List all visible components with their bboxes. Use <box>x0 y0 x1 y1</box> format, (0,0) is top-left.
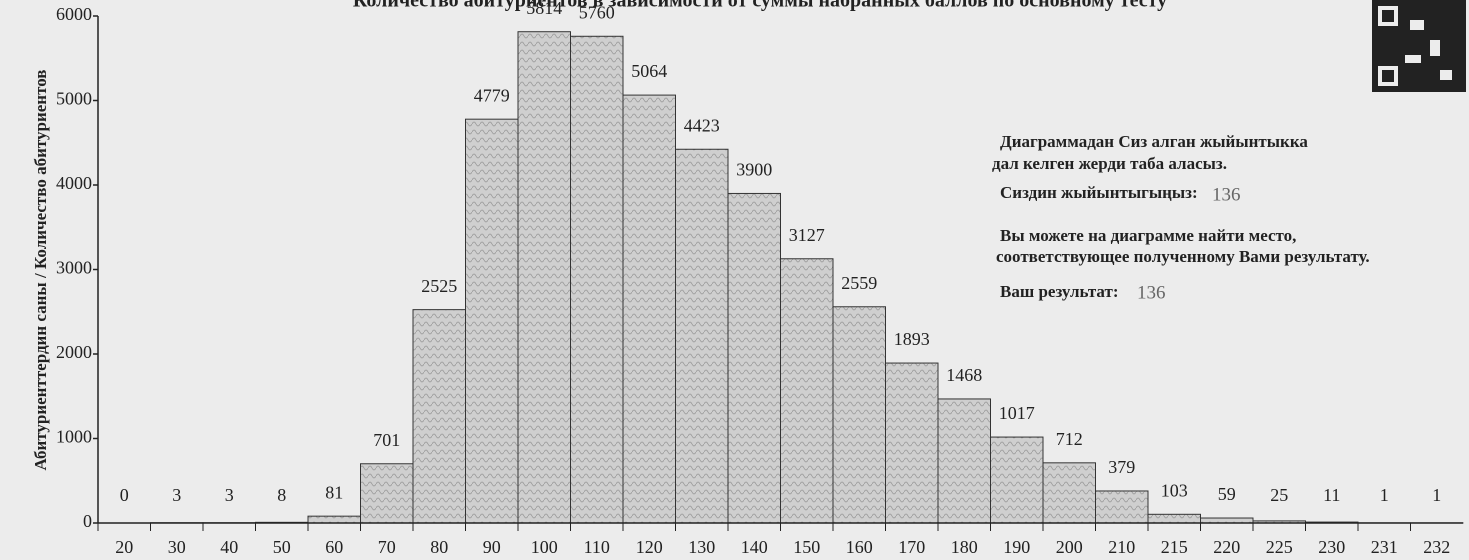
value-label: 25 <box>1270 485 1288 505</box>
annotation: соответствующее полученному Вами результ… <box>996 247 1370 266</box>
value-label: 3 <box>225 485 234 505</box>
x-tick-label: 170 <box>898 537 925 557</box>
bar <box>517 31 571 524</box>
x-tick-label: 190 <box>1003 537 1030 557</box>
bar <box>1147 513 1201 524</box>
bar <box>307 515 361 524</box>
value-label: 11 <box>1323 485 1340 505</box>
x-tick-label: 120 <box>636 537 663 557</box>
annotation: Диаграммадан Сиз алган жыйынтыкка <box>1000 132 1308 151</box>
bar <box>832 306 886 524</box>
value-label: 5814 <box>526 0 562 18</box>
value-label: 5760 <box>579 2 615 22</box>
x-tick-label: 150 <box>793 537 820 557</box>
bar <box>1095 490 1149 524</box>
value-label: 8 <box>277 485 286 505</box>
y-tick-label: 2000 <box>56 342 92 362</box>
x-tick-label: 100 <box>531 537 558 557</box>
bar <box>622 94 676 524</box>
value-label: 5064 <box>631 61 667 81</box>
chart-title: Количество абитуриентов в зависимости от… <box>353 0 1167 12</box>
y-tick-label: 6000 <box>56 4 92 24</box>
value-label: 4423 <box>684 115 720 135</box>
x-tick-label: 60 <box>325 537 343 557</box>
x-tick-label: 215 <box>1161 537 1188 557</box>
y-tick-label: 0 <box>83 511 92 531</box>
bar <box>412 309 466 524</box>
bar <box>885 362 939 524</box>
y-axis-label: Абитуриенттердин саны / Количество абиту… <box>31 70 50 471</box>
value-label: 3900 <box>736 160 772 180</box>
qr-code <box>1372 0 1466 92</box>
value-label: 1017 <box>999 403 1035 423</box>
x-tick-label: 230 <box>1318 537 1345 557</box>
value-label: 1468 <box>946 365 982 385</box>
x-tick-label: 232 <box>1423 537 1450 557</box>
annotation: Сиздин жыйынтыгыңыз: <box>1000 183 1198 202</box>
x-tick-label: 200 <box>1056 537 1083 557</box>
bar <box>570 35 624 524</box>
annotation: 136 <box>1137 282 1166 303</box>
value-label: 701 <box>373 430 400 450</box>
bar <box>780 258 834 524</box>
annotation: дал келген жерди таба аласыз. <box>992 154 1227 173</box>
bar <box>937 398 991 524</box>
x-tick-label: 180 <box>951 537 978 557</box>
x-tick-label: 50 <box>273 537 291 557</box>
x-tick-label: 90 <box>483 537 501 557</box>
x-tick-label: 231 <box>1371 537 1398 557</box>
y-tick-label: 4000 <box>56 173 92 193</box>
x-tick-label: 70 <box>378 537 396 557</box>
value-label: 3 <box>172 485 181 505</box>
annotation: Вы можете на диаграмме найти место, <box>1000 226 1296 245</box>
y-tick-label: 5000 <box>56 89 92 109</box>
x-tick-label: 210 <box>1108 537 1135 557</box>
annotation: Ваш результат: <box>1000 282 1119 301</box>
x-tick-label: 220 <box>1213 537 1240 557</box>
bar <box>1042 462 1096 524</box>
value-label: 712 <box>1056 429 1083 449</box>
x-tick-label: 40 <box>220 537 238 557</box>
bar <box>990 436 1044 524</box>
value-label: 103 <box>1161 480 1188 500</box>
x-tick-label: 225 <box>1266 537 1293 557</box>
value-label: 4779 <box>474 85 510 105</box>
y-tick-label: 3000 <box>56 258 92 278</box>
x-tick-label: 30 <box>168 537 186 557</box>
value-label: 0 <box>120 485 129 505</box>
value-label: 1 <box>1432 485 1441 505</box>
value-label: 1893 <box>894 329 930 349</box>
value-label: 2525 <box>421 276 457 296</box>
bar <box>465 118 519 524</box>
x-tick-label: 80 <box>430 537 448 557</box>
x-tick-label: 130 <box>688 537 715 557</box>
x-tick-label: 160 <box>846 537 873 557</box>
bar <box>727 192 781 524</box>
x-tick-label: 110 <box>584 537 610 557</box>
bar <box>360 463 414 524</box>
value-label: 2559 <box>841 273 877 293</box>
value-label: 81 <box>325 482 343 502</box>
x-tick-label: 20 <box>115 537 133 557</box>
annotation: 136 <box>1212 184 1241 205</box>
value-label: 379 <box>1108 457 1135 477</box>
y-tick-label: 1000 <box>56 427 92 447</box>
x-tick-label: 140 <box>741 537 768 557</box>
bar <box>675 148 729 524</box>
value-label: 59 <box>1218 484 1236 504</box>
value-label: 3127 <box>789 225 825 245</box>
value-label: 1 <box>1380 485 1389 505</box>
